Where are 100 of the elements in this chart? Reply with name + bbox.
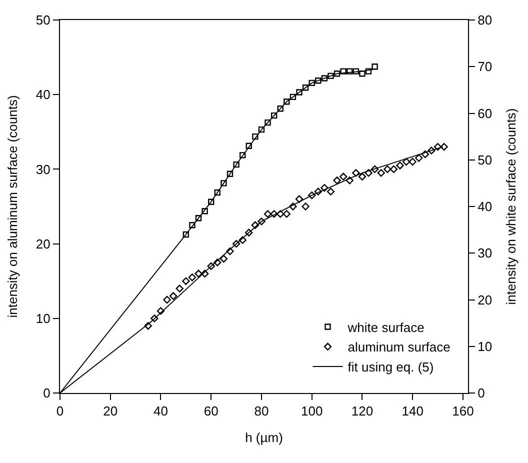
point [365,68,372,74]
y2-tick-label: 40 [478,199,492,214]
point [333,176,341,184]
point [202,208,208,214]
point [195,215,202,222]
point [334,70,340,77]
point [440,142,448,151]
point [277,105,284,112]
y2-tick-label: 60 [478,106,492,121]
point [156,307,165,315]
point [296,89,302,96]
point [377,169,385,177]
point [208,198,214,205]
point [189,222,196,228]
x-tick-label: 40 [154,404,168,419]
y2-tick-label: 20 [478,292,492,308]
point [326,188,335,196]
point [390,165,398,174]
legend-label: fit using eq. (5) [348,360,434,375]
point [396,162,404,170]
point [364,169,372,177]
point [421,150,430,158]
point [270,210,278,218]
point [328,72,334,80]
point [320,184,328,192]
point [346,176,354,184]
point [434,142,442,151]
point [169,292,178,300]
point [239,152,246,158]
point [238,236,246,244]
point [150,314,158,322]
point [339,172,348,181]
point [314,188,322,196]
legend-label: aluminum surface [348,340,450,355]
point [220,254,228,263]
x-tick-label: 80 [254,404,269,419]
point [258,126,265,133]
point [415,154,423,162]
point [270,112,278,119]
y2-tick-label: 0 [478,386,485,401]
point [315,78,322,84]
point [340,68,346,74]
point [289,202,297,210]
point [346,68,353,74]
y-tick-label: 0 [43,386,50,401]
point [220,180,227,186]
point [290,94,296,100]
point [144,322,152,330]
y-axis-title: intensity on aluminum surface (counts) [4,95,20,318]
y2-tick-label: 50 [478,152,492,168]
point [359,70,366,77]
point [233,161,240,168]
x-tick-label: 20 [103,404,118,419]
point [295,195,304,203]
point [370,165,379,174]
point [302,84,309,91]
point [352,68,360,74]
point [282,210,291,218]
point [251,221,260,229]
point [252,133,258,140]
point [384,165,392,174]
point [402,158,410,166]
point [408,158,416,166]
point [226,247,234,256]
x-tick-label: 160 [452,404,474,419]
point [214,258,222,266]
point [182,231,190,238]
y2-tick-label: 30 [478,246,492,261]
point [200,270,209,278]
point [245,228,253,236]
point [276,210,284,218]
y2-tick-label: 10 [478,338,492,354]
point [226,170,234,177]
point [258,218,266,226]
x-tick-label: 0 [56,404,64,419]
y-tick-label: 50 [36,12,50,28]
point [194,270,202,278]
y2-axis-title: intensity on white surface (counts) [504,108,519,305]
y2-tick-label: 70 [478,59,492,74]
y-tick-label: 40 [36,87,50,102]
point [176,284,184,292]
point [188,274,196,282]
point [321,75,328,82]
y2-tick-label: 80 [478,12,492,28]
y-tick-label: 20 [36,236,50,252]
point [352,169,360,177]
x-axis-title: h (µm) [245,430,283,446]
point [358,172,366,181]
point [308,191,316,200]
y-tick-label: 30 [36,162,50,177]
point [264,119,271,126]
point [207,262,215,270]
y-tick-label: 10 [36,310,50,326]
point [302,202,310,210]
x-tick-label: 60 [204,404,218,419]
point [372,64,378,70]
point [214,189,221,196]
x-tick-label: 100 [301,404,323,419]
point [232,240,240,248]
point [284,98,290,105]
